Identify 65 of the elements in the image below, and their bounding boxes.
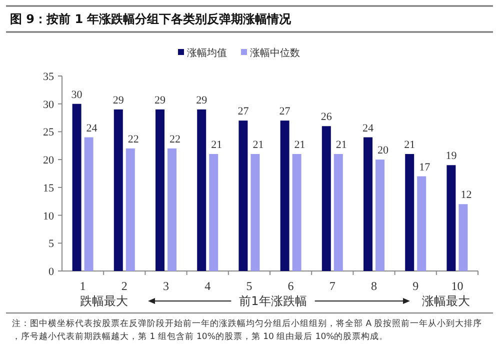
bar — [376, 160, 384, 271]
bar — [334, 154, 343, 271]
data-label: 22 — [128, 133, 139, 146]
bar — [364, 137, 372, 271]
bar — [156, 109, 164, 271]
y-tick-label: 20 — [43, 154, 54, 167]
bar — [280, 120, 290, 271]
data-label: 24 — [86, 122, 98, 134]
y-tick-label: 35 — [43, 71, 54, 83]
x-tick-label: 9 — [412, 279, 419, 293]
bar — [238, 120, 248, 271]
data-label: 27 — [279, 106, 291, 118]
data-label: 17 — [419, 161, 431, 174]
legend-label: 涨幅均值 — [187, 47, 227, 59]
data-label: 20 — [378, 144, 389, 157]
x-tick-label: 2 — [121, 279, 128, 293]
data-label: 21 — [404, 139, 416, 151]
x-axis-title: 前1年涨跌幅 — [239, 294, 307, 308]
x-tick-label: 7 — [329, 279, 336, 293]
x-tick-label: 10 — [451, 279, 464, 293]
bar — [84, 137, 94, 271]
bar — [446, 165, 456, 271]
text: 注：图中横坐标代表按股票在反弹阶段开始前一年的涨跌幅均匀分组后小组组别，将全部 A 股按照前一年从小到大排序，序号越小代表前期跌幅越大，第 1 组包含前 10%的股票，第 10 组由最后 10%的股票构成。 — [12, 318, 482, 342]
data-label: 27 — [238, 106, 250, 118]
data-label: 26 — [320, 111, 332, 124]
text: 跌幅最大 — [80, 294, 128, 308]
data-label: 21 — [294, 139, 306, 151]
y-tick-label: 0 — [48, 266, 54, 278]
bar — [168, 148, 176, 271]
x-tick-label: 8 — [371, 279, 377, 293]
data-label: 21 — [211, 139, 222, 151]
bar — [417, 176, 426, 271]
y-tick-label: 30 — [43, 98, 54, 111]
data-label: 12 — [460, 189, 472, 202]
bar — [292, 154, 302, 271]
chart-title: 图 9：按前 1 年涨跌幅分组下各类别反弹期涨幅情况 — [10, 12, 292, 26]
bar — [197, 109, 206, 271]
bar — [114, 109, 123, 271]
y-tick-label: 25 — [43, 126, 54, 139]
bar — [405, 154, 414, 271]
bar — [250, 154, 260, 271]
bar — [209, 154, 218, 271]
legend-label: 涨幅中位数 — [250, 47, 300, 59]
data-label: 29 — [154, 94, 166, 106]
data-label: 29 — [112, 94, 124, 106]
x-tick-label: 1 — [80, 279, 86, 293]
bar — [458, 204, 468, 271]
x-tick-label: 3 — [163, 279, 169, 293]
x-tick-label: 6 — [288, 279, 294, 293]
data-label: 19 — [446, 150, 458, 162]
y-tick-label: 10 — [43, 210, 54, 222]
x-tick-label: 4 — [204, 279, 211, 293]
data-label: 24 — [362, 122, 374, 134]
bar — [72, 104, 82, 271]
data-label: 21 — [252, 139, 264, 151]
text: 涨幅最大 — [422, 294, 470, 308]
data-label: 29 — [196, 94, 208, 106]
y-tick-label: 5 — [48, 238, 54, 250]
bar — [126, 148, 135, 271]
bar — [322, 126, 331, 271]
data-label: 21 — [336, 139, 347, 151]
data-label: 30 — [71, 88, 83, 101]
y-tick-label: 15 — [43, 182, 54, 194]
data-label: 22 — [170, 133, 180, 146]
x-tick-label: 5 — [246, 279, 252, 293]
